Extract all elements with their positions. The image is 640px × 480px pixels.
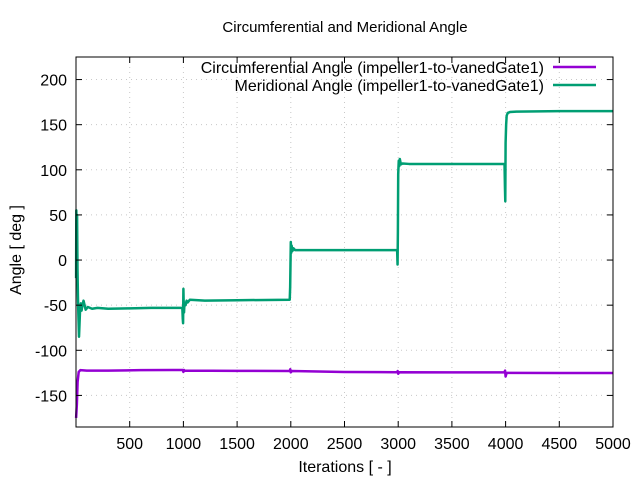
- x-tick-label: 1000: [166, 436, 202, 453]
- x-tick-label: 3500: [434, 436, 470, 453]
- x-tick-label: 500: [116, 436, 143, 453]
- y-tick-label: 0: [58, 253, 67, 270]
- x-tick-label: 1500: [219, 436, 255, 453]
- y-tick-label: 200: [40, 73, 67, 90]
- x-tick-label: 2000: [273, 436, 309, 453]
- y-tick-label: 150: [40, 118, 67, 135]
- series-line-1: [74, 367, 613, 419]
- series-line-2: [74, 109, 613, 339]
- x-tick-label: 3000: [380, 436, 416, 453]
- y-axis-label: Angle [ deg ]: [8, 205, 25, 295]
- legend-label-1: Circumferential Angle (impeller1-to-vane…: [201, 60, 544, 77]
- legend-label-2: Meridional Angle (impeller1-to-vanedGate…: [235, 78, 545, 95]
- plot-series: [74, 109, 613, 419]
- y-tick-label: -50: [44, 298, 67, 315]
- legend: Circumferential Angle (impeller1-to-vane…: [201, 60, 596, 95]
- x-tick-label: 2500: [327, 436, 363, 453]
- x-tick-label: 4000: [488, 436, 524, 453]
- y-tick-label: 100: [40, 163, 67, 180]
- x-axis-label: Iterations [ - ]: [298, 459, 391, 476]
- chart-title: Circumferential and Meridional Angle: [222, 19, 467, 36]
- y-tick-label: -100: [35, 343, 67, 360]
- x-tick-label: 4500: [542, 436, 578, 453]
- axis-ticks: 500 1000 1500 2000 2500 3000 3500 4000 4500 5000-…: [35, 57, 631, 453]
- y-tick-label: -150: [35, 388, 67, 405]
- y-tick-label: 50: [49, 208, 67, 225]
- x-tick-label: 5000: [595, 436, 631, 453]
